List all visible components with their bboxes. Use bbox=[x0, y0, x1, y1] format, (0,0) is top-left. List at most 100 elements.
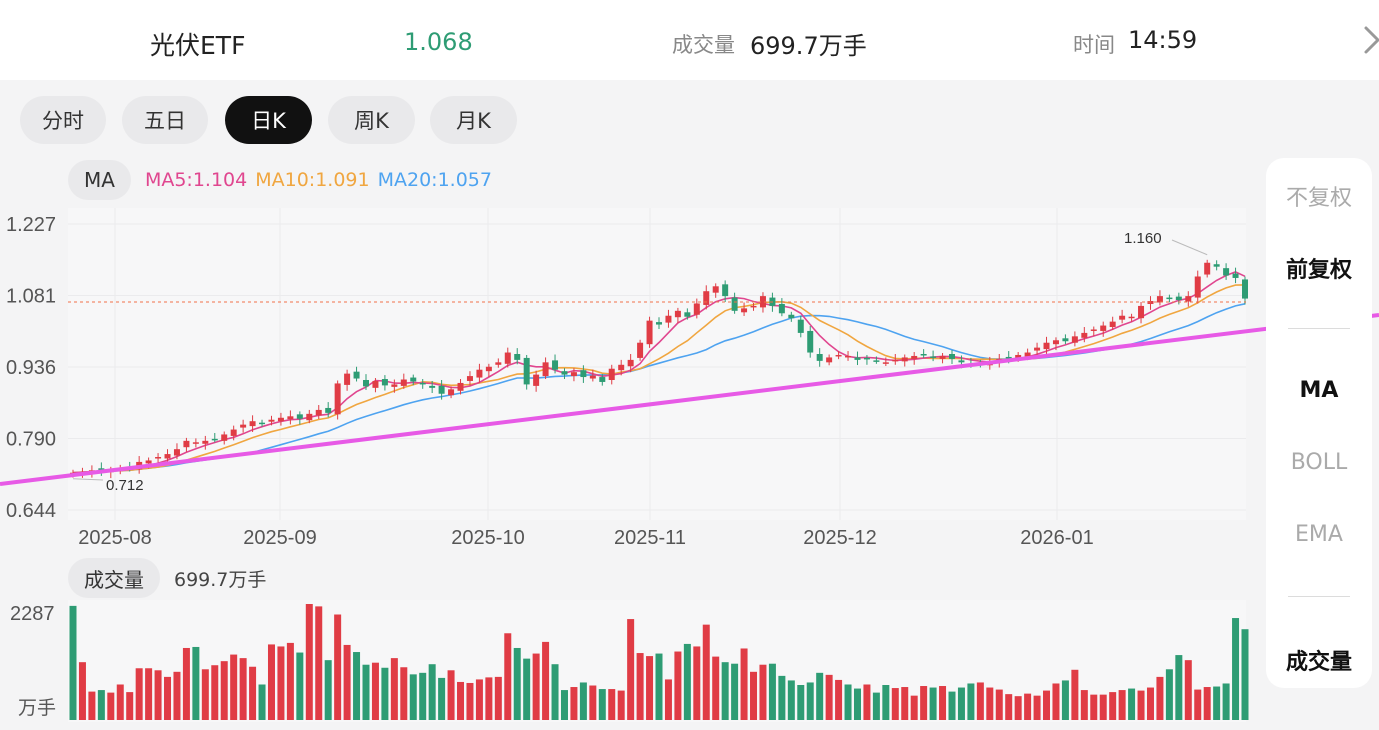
candle-body bbox=[1071, 336, 1078, 343]
tab-five-day[interactable]: 五日 bbox=[122, 96, 208, 144]
volume-bar bbox=[891, 688, 899, 720]
candle-body bbox=[788, 314, 795, 319]
candle-body bbox=[826, 357, 833, 363]
ma20-value: MA20:1.057 bbox=[377, 169, 492, 191]
volume-bar bbox=[324, 660, 332, 720]
candle-body bbox=[561, 371, 568, 375]
volume-indicator-selector[interactable]: 成交量 bbox=[68, 558, 160, 598]
candle-body bbox=[1194, 276, 1201, 298]
side-item-unadjusted[interactable]: 不复权 bbox=[1285, 186, 1352, 211]
y-tick-label: 1.081 bbox=[6, 286, 56, 308]
volume-bar bbox=[1194, 689, 1202, 720]
volume-bar bbox=[882, 685, 890, 720]
volume-bar bbox=[1241, 629, 1249, 720]
volume-bar bbox=[447, 670, 455, 720]
volume-bar bbox=[513, 647, 521, 720]
volume-bar bbox=[249, 666, 257, 720]
tab-daily-k[interactable]: 日K bbox=[225, 96, 312, 144]
volume-bar bbox=[1043, 690, 1051, 720]
volume-bar bbox=[579, 682, 587, 720]
volume-bar bbox=[277, 646, 285, 720]
candle-body bbox=[221, 434, 228, 441]
indicator-selector[interactable]: MA bbox=[68, 160, 131, 200]
volume-bar bbox=[1090, 694, 1098, 720]
volume-bar bbox=[1109, 692, 1117, 720]
candle-body bbox=[287, 416, 294, 420]
ma-legend: MA MA5:1.104 MA10:1.091 MA20:1.057 bbox=[68, 160, 492, 200]
volume-bar bbox=[598, 689, 606, 720]
candle-body bbox=[949, 354, 955, 359]
candle-body bbox=[712, 286, 719, 293]
volume-bar bbox=[126, 692, 134, 720]
candle-body bbox=[693, 303, 700, 315]
volume-bar bbox=[702, 624, 710, 720]
candle-body bbox=[1015, 354, 1022, 359]
trend-line bbox=[0, 313, 1379, 486]
side-item-ma[interactable]: MA bbox=[1299, 378, 1339, 403]
candle-body bbox=[164, 454, 171, 459]
candle-body bbox=[1034, 347, 1041, 351]
volume-bar bbox=[957, 687, 965, 720]
volume-bar bbox=[457, 681, 465, 720]
candle-body bbox=[608, 368, 615, 380]
volume-bar bbox=[116, 684, 124, 720]
volume-bar bbox=[806, 682, 814, 720]
volume-label: 成交量 bbox=[672, 33, 735, 57]
candle-body bbox=[429, 385, 436, 388]
chevron-right-icon[interactable] bbox=[1356, 22, 1379, 58]
candle-body bbox=[523, 357, 530, 385]
volume-bar bbox=[419, 672, 427, 720]
volume-bar bbox=[409, 674, 417, 720]
volume-bar bbox=[1071, 669, 1079, 720]
x-tick-label: 2025-09 bbox=[243, 527, 316, 549]
side-item-volume[interactable]: 成交量 bbox=[1285, 650, 1352, 675]
tab-weekly-k[interactable]: 周K bbox=[328, 96, 415, 144]
candle-body bbox=[816, 354, 823, 361]
tab-monthly-k[interactable]: 月K bbox=[430, 96, 517, 144]
volume-bar bbox=[929, 687, 937, 720]
volume-bar bbox=[1118, 690, 1126, 720]
candle-body bbox=[466, 376, 473, 381]
volume-bar bbox=[721, 662, 729, 720]
candle-body bbox=[1175, 296, 1182, 301]
volume-bar bbox=[69, 605, 77, 720]
candle-body bbox=[930, 356, 937, 358]
candle-body bbox=[958, 360, 965, 363]
volume-bar bbox=[182, 647, 190, 720]
volume-bar bbox=[589, 685, 597, 720]
candle-body bbox=[372, 380, 379, 388]
volume-bar bbox=[740, 648, 748, 720]
candle-body bbox=[882, 362, 889, 364]
candle-body bbox=[797, 319, 804, 333]
volume-bar bbox=[787, 680, 795, 720]
candle-body bbox=[240, 424, 247, 428]
volume-bar bbox=[211, 665, 219, 720]
candle-body bbox=[759, 296, 766, 308]
candle-body bbox=[1090, 329, 1097, 331]
candle-body bbox=[514, 354, 521, 360]
volume-bar bbox=[164, 676, 172, 720]
volume-bar bbox=[835, 679, 843, 720]
volume-bar bbox=[438, 677, 446, 720]
tab-intraday[interactable]: 分时 bbox=[20, 96, 106, 144]
candle-body bbox=[230, 429, 237, 436]
volume-bar bbox=[1005, 694, 1013, 720]
side-item-boll[interactable]: BOLL bbox=[1290, 450, 1348, 475]
candle-body bbox=[363, 380, 369, 387]
volume-bar bbox=[1156, 676, 1164, 720]
volume-bar bbox=[825, 674, 833, 720]
side-item-ema[interactable]: EMA bbox=[1295, 522, 1343, 547]
volume-bar bbox=[778, 675, 786, 720]
candle-body bbox=[495, 362, 502, 365]
candle-body bbox=[1166, 297, 1173, 300]
volume-bar bbox=[1137, 690, 1145, 720]
candle-body bbox=[1081, 332, 1088, 338]
volume-bar bbox=[939, 686, 947, 720]
candle-body bbox=[155, 457, 162, 459]
side-item-forward-adjusted[interactable]: 前复权 bbox=[1285, 258, 1352, 283]
candle-body bbox=[381, 379, 388, 386]
candle-body bbox=[448, 389, 455, 396]
volume-bar bbox=[485, 677, 493, 720]
candle-body bbox=[1062, 338, 1069, 342]
